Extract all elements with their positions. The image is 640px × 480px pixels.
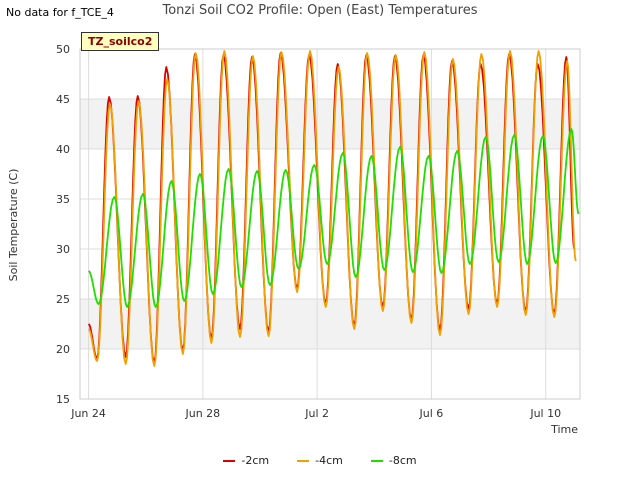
y-axis-label: Soil Temperature (C) <box>7 169 20 282</box>
y-tick-label: 35 <box>56 193 70 206</box>
legend: -2cm -4cm -8cm <box>0 454 640 467</box>
y-axis-ticks: 15 20 25 30 35 40 45 50 <box>56 43 70 406</box>
series-line-4cm <box>87 50 577 367</box>
y-tick-label: 50 <box>56 43 70 56</box>
site-label-box: TZ_soilco2 <box>81 32 160 51</box>
x-axis-ticks: Jun 24 Jun 28 Jul 2 Jul 6 Jul 10 <box>70 407 561 420</box>
chart-title: Tonzi Soil CO2 Profile: Open (East) Temp… <box>162 3 478 18</box>
x-tick-label: Jul 10 <box>529 407 561 420</box>
plot-frame <box>79 48 581 400</box>
legend-label-8cm: -8cm <box>388 454 417 467</box>
legend-item-8cm: -8cm <box>370 454 417 467</box>
legend-swatch-8cm <box>370 459 383 462</box>
x-axis-label: Time <box>550 423 578 436</box>
legend-label-2cm: -2cm <box>241 454 270 467</box>
y-tick-label: 15 <box>56 393 70 406</box>
legend-swatch-4cm <box>297 459 310 462</box>
legend-item-2cm: -2cm <box>223 454 269 467</box>
y-tick-label: 25 <box>56 293 70 306</box>
x-tick-label: Jul 2 <box>304 407 329 420</box>
series-line-8cm <box>88 128 580 308</box>
legend-swatch-2cm <box>223 459 236 462</box>
y-tick-label: 40 <box>56 143 70 156</box>
y-tick-label: 45 <box>56 93 70 106</box>
x-tick-label: Jul 6 <box>419 407 444 420</box>
x-tick-label: Jun 24 <box>70 407 106 420</box>
series-lines <box>87 50 580 367</box>
x-tick-label: Jun 28 <box>185 407 221 420</box>
y-tick-label: 30 <box>56 243 70 256</box>
no-data-note: No data for f_TCE_4 <box>6 6 114 19</box>
legend-item-4cm: -4cm <box>297 454 343 467</box>
y-tick-label: 20 <box>56 343 70 356</box>
legend-label-4cm: -4cm <box>315 454 343 467</box>
